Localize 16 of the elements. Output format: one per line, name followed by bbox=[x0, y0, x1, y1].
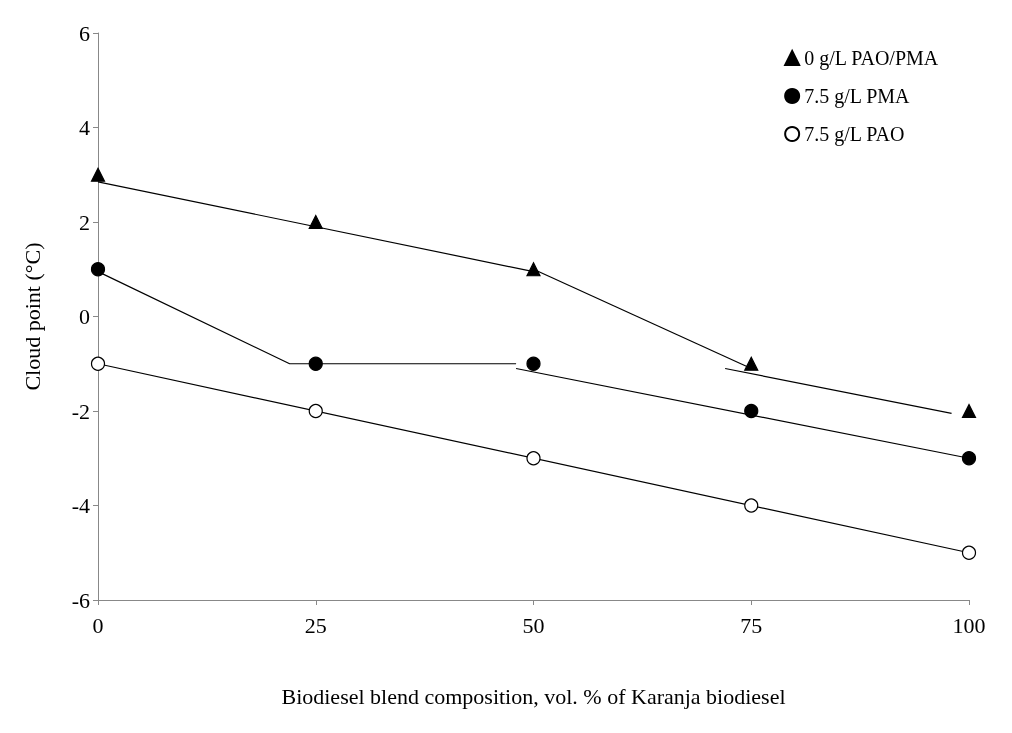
y-tick-label: -4 bbox=[71, 493, 90, 518]
x-axis-title: Biodiesel blend composition, vol. % of Karanja biodiesel bbox=[281, 683, 786, 709]
legend-label: 7.5 g/L PMA bbox=[804, 85, 911, 108]
legend-label: 7.5 g/L PAO bbox=[804, 123, 905, 146]
x-tick-label: 100 bbox=[952, 612, 986, 638]
x-tick-label: 75 bbox=[740, 612, 763, 638]
y-tick-label: 0 bbox=[79, 304, 90, 329]
y-tick-label: 2 bbox=[79, 209, 90, 235]
y-axis-title: Cloud point (°C) bbox=[19, 242, 45, 391]
x-tick-label: 25 bbox=[304, 612, 327, 638]
legend-label: 0 g/L PAO/PMA bbox=[804, 47, 939, 70]
y-tick-label: -2 bbox=[71, 398, 90, 424]
y-tick-label: 4 bbox=[79, 115, 90, 140]
x-tick-label: 50 bbox=[522, 612, 545, 638]
y-tick-label: -6 bbox=[71, 587, 90, 613]
y-tick-label: 6 bbox=[79, 20, 90, 46]
